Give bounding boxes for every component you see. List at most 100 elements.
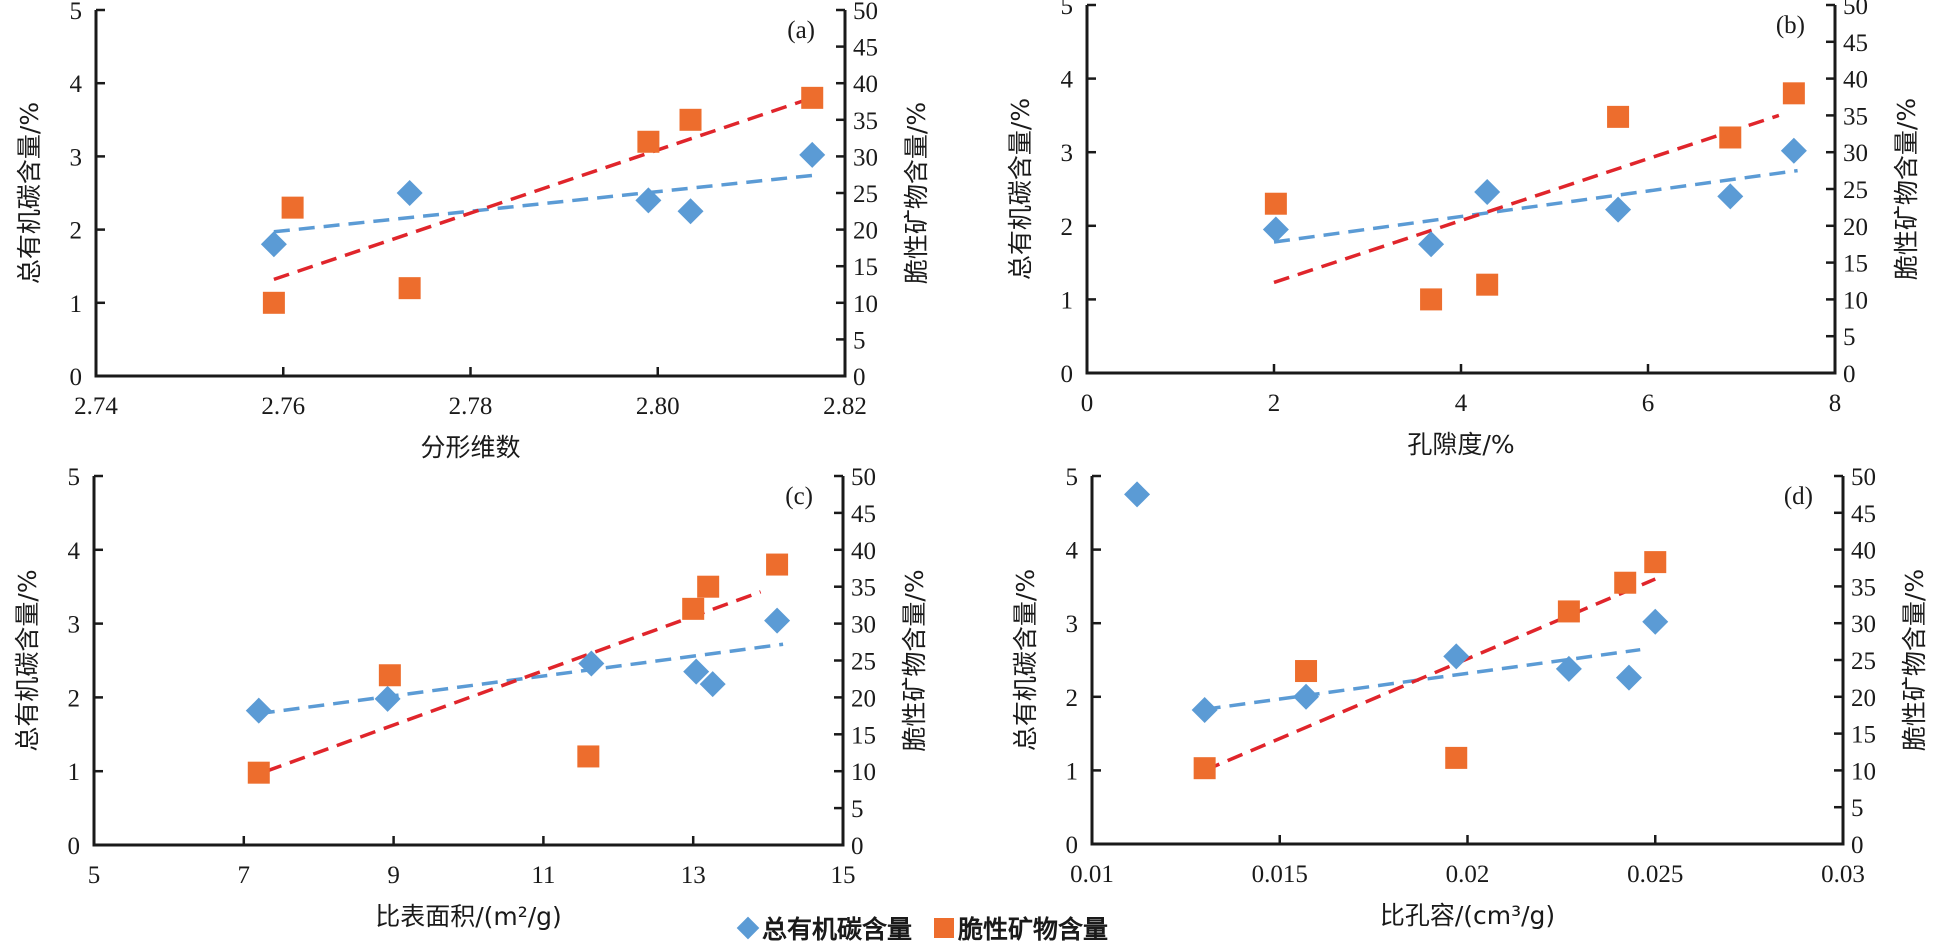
- left-y-axis-title: 总有机碳含量/%: [15, 102, 44, 284]
- right-y-axis-title: 脆性矿物含量/%: [902, 102, 931, 284]
- right-y-tick-label: 15: [1851, 722, 1876, 749]
- x-tick-label: 0.02: [1446, 861, 1490, 888]
- left-y-tick-label: 0: [68, 833, 81, 860]
- panel-label: (c): [785, 483, 813, 510]
- x-tick-label: 0: [1081, 390, 1094, 417]
- toc-point: [245, 697, 272, 724]
- toc-point: [1474, 178, 1501, 205]
- toc-point: [683, 658, 710, 685]
- right-y-tick-label: 40: [1851, 538, 1876, 565]
- toc-point: [1615, 664, 1642, 691]
- left-y-tick-label: 2: [1066, 685, 1079, 712]
- x-tick-label: 2.74: [74, 393, 118, 420]
- right-y-tick-label: 5: [1851, 795, 1864, 822]
- left-y-axis-title: 总有机碳含量/%: [1006, 98, 1035, 280]
- toc-point: [799, 141, 826, 168]
- brittle-point: [1295, 660, 1318, 683]
- right-y-tick-label: 10: [1843, 287, 1868, 314]
- right-y-tick-label: 0: [1843, 361, 1856, 388]
- brittle-point: [1644, 551, 1667, 574]
- right-y-axis-title: 脆性矿物含量/%: [1900, 569, 1929, 751]
- brittle-trendline: [265, 590, 762, 773]
- left-y-tick-label: 2: [70, 218, 83, 245]
- brittle-point: [801, 86, 824, 109]
- right-y-tick-label: 40: [1843, 67, 1868, 94]
- brittle-trendline: [1273, 113, 1780, 285]
- legend-item-toc: 总有机碳含量: [736, 910, 912, 946]
- x-tick-label: 7: [238, 862, 251, 889]
- x-tick-label: 5: [88, 862, 101, 889]
- right-y-tick-label: 15: [1843, 251, 1868, 278]
- left-y-axis-title: 总有机碳含量/%: [1011, 569, 1040, 751]
- brittle-point: [1476, 273, 1499, 296]
- panel-label: (d): [1784, 483, 1813, 510]
- right-y-tick-label: 0: [851, 833, 864, 860]
- legend: 总有机碳含量 脆性矿物含量: [736, 910, 1130, 946]
- brittle-point: [378, 664, 401, 687]
- brittle-point: [679, 108, 702, 131]
- right-y-tick-label: 30: [1851, 611, 1876, 638]
- brittle-trendline: [1203, 577, 1656, 773]
- x-tick-label: 2.76: [261, 393, 305, 420]
- right-y-tick-label: 20: [1851, 685, 1876, 712]
- left-y-axis-title: 总有机碳含量/%: [13, 569, 42, 751]
- x-tick-label: 6: [1642, 390, 1655, 417]
- left-y-tick-label: 5: [68, 464, 81, 491]
- right-y-tick-label: 0: [853, 364, 866, 391]
- brittle-point: [398, 277, 421, 300]
- left-y-tick-label: 2: [68, 685, 81, 712]
- right-y-tick-label: 35: [851, 575, 876, 602]
- left-y-tick-label: 2: [1061, 214, 1074, 241]
- toc-point: [374, 685, 401, 712]
- legend-item-brittle: 脆性矿物含量: [934, 910, 1108, 946]
- toc-point: [1124, 481, 1151, 508]
- brittle-point: [281, 196, 304, 219]
- right-y-tick-label: 25: [1843, 177, 1868, 204]
- right-y-tick-label: 50: [1851, 464, 1876, 491]
- x-tick-label: 11: [531, 862, 555, 889]
- brittle-point: [1557, 600, 1580, 623]
- x-tick-label: 2.82: [823, 393, 867, 420]
- toc-point: [1262, 216, 1289, 243]
- left-y-tick-label: 5: [1066, 464, 1079, 491]
- brittle-point: [1445, 746, 1468, 769]
- x-tick-label: 4: [1455, 390, 1468, 417]
- toc-point: [1555, 655, 1582, 682]
- toc-trendline: [258, 642, 784, 716]
- brittle-point: [1719, 126, 1742, 149]
- x-tick-label: 0.025: [1627, 861, 1683, 888]
- right-y-tick-label: 5: [851, 796, 864, 823]
- x-axis-title: 孔隙度/%: [1407, 430, 1514, 459]
- x-tick-label: 0.03: [1821, 861, 1865, 888]
- right-y-tick-label: 10: [851, 759, 876, 786]
- right-y-tick-label: 45: [851, 501, 876, 528]
- left-y-tick-label: 1: [68, 759, 81, 786]
- toc-point: [260, 231, 287, 258]
- left-y-tick-label: 4: [70, 71, 83, 98]
- toc-point: [1191, 697, 1218, 724]
- brittle-point: [577, 745, 600, 768]
- x-tick-label: 13: [681, 862, 706, 889]
- right-y-tick-label: 45: [853, 35, 878, 62]
- left-y-tick-label: 3: [1066, 611, 1079, 638]
- right-y-tick-label: 20: [1843, 214, 1868, 241]
- toc-point: [1443, 643, 1470, 670]
- brittle-point: [682, 597, 705, 620]
- left-y-tick-label: 1: [70, 291, 83, 318]
- panel-label: (b): [1776, 12, 1805, 39]
- left-y-tick-label: 1: [1066, 758, 1079, 785]
- right-y-tick-label: 15: [853, 254, 878, 281]
- x-tick-label: 2: [1268, 390, 1281, 417]
- brittle-point: [697, 575, 720, 598]
- right-y-tick-label: 35: [853, 108, 878, 135]
- toc-point: [764, 607, 791, 634]
- brittle-trendline: [273, 96, 813, 282]
- legend-label-brittle: 脆性矿物含量: [958, 915, 1109, 944]
- brittle-point: [247, 761, 270, 784]
- toc-point: [1642, 608, 1669, 635]
- legend-square-icon: [934, 918, 955, 938]
